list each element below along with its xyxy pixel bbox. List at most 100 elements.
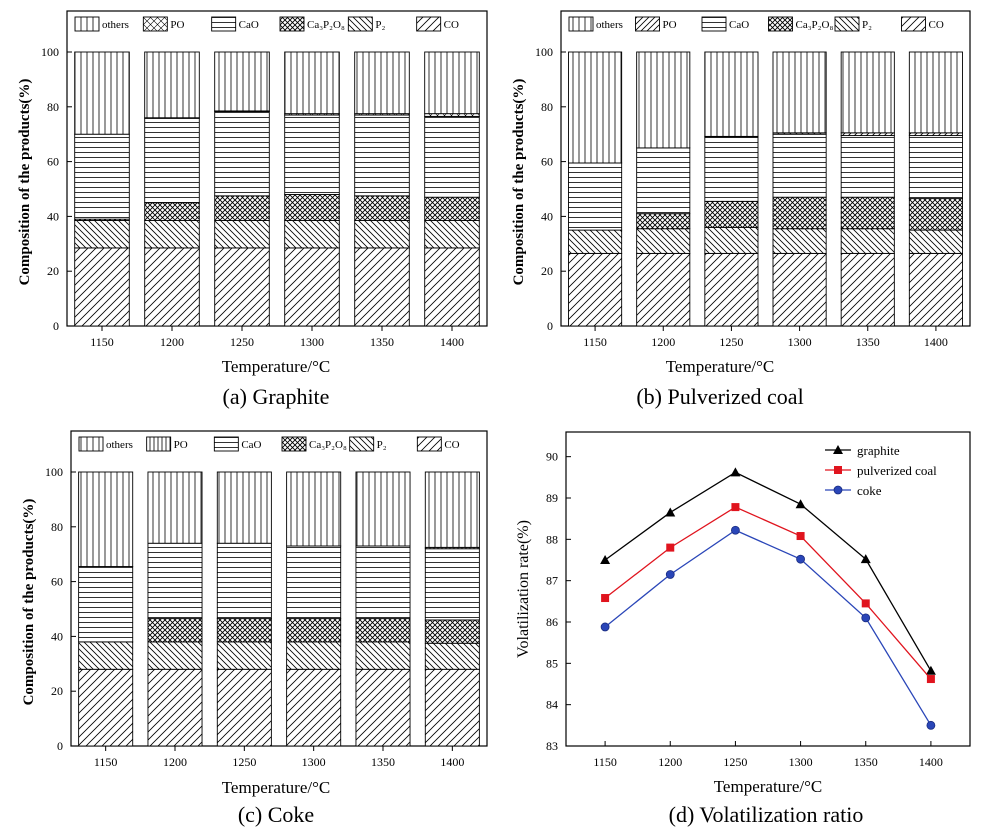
data-point: [796, 554, 805, 564]
legend-swatch: [349, 436, 375, 452]
chart-panel-1: 0 20 40 60 80 100 1150 1200 1250 1300 1350 1400 othe…: [17, 10, 488, 409]
legend-label: CO: [929, 19, 944, 31]
bar-segment: [704, 252, 759, 327]
bar-segment: [424, 51, 480, 115]
bar-segment: [424, 668, 480, 747]
legend-label: PO: [663, 19, 677, 31]
y-tick-label: 80: [541, 100, 553, 114]
data-point: [600, 622, 610, 632]
bar-segment: [354, 51, 410, 115]
y-tick-label: 60: [51, 575, 63, 589]
bar-segment: [908, 51, 963, 134]
y-axis-label: Composition of the products(%): [511, 79, 527, 286]
bar-segment: [144, 220, 200, 249]
legend-swatch: [347, 16, 373, 32]
bar-segment: [144, 202, 200, 221]
bar-segment: [568, 162, 623, 231]
legend-swatch: [213, 436, 239, 452]
bar-segment: [772, 196, 827, 230]
legend-label: PO: [174, 439, 188, 451]
bar-segment: [144, 117, 200, 204]
x-tick-label: 1400: [919, 755, 943, 769]
legend-swatch: [74, 16, 100, 32]
bar-segment: [424, 642, 480, 670]
legend-label: graphite: [857, 443, 900, 458]
y-tick-label: 0: [57, 739, 63, 753]
bar-segment: [286, 618, 342, 643]
panel-caption: (c) Coke: [238, 802, 314, 827]
bar-segment: [214, 247, 270, 327]
panel-caption: (b) Pulverized coal: [636, 384, 803, 409]
legend-swatch: [146, 436, 172, 452]
x-tick-label: 1400: [440, 755, 464, 769]
data-point: [600, 555, 611, 564]
bar-segment: [424, 196, 480, 221]
legend-swatch: [901, 16, 926, 32]
series-line-1: [604, 471, 932, 672]
legend-swatch: [416, 16, 442, 32]
bar-segment: [424, 548, 480, 621]
bar-segment: [636, 252, 691, 327]
bar-segment: [147, 471, 203, 544]
legend-label: P₂: [375, 19, 385, 31]
legend-label: others: [106, 439, 133, 451]
x-tick-label: 1350: [370, 335, 394, 349]
data-point: [926, 720, 936, 730]
bar-segment: [214, 220, 270, 249]
bar-segment: [355, 641, 411, 670]
bar-segment: [78, 668, 134, 747]
x-tick-label: 1250: [232, 755, 256, 769]
y-tick-label: 20: [541, 264, 553, 278]
series-line-2: [604, 506, 932, 680]
bar-segment: [216, 641, 272, 670]
bar-segment: [214, 195, 270, 221]
bar-segment: [355, 668, 411, 747]
legend-label: CO: [444, 19, 459, 31]
y-tick-label: 60: [47, 155, 59, 169]
bar-segment: [216, 618, 272, 643]
bar-segment: [424, 619, 480, 644]
bar-segment: [286, 545, 342, 620]
bar-segment: [636, 147, 691, 215]
legend-label: CO: [444, 439, 459, 451]
bar-segment: [284, 194, 340, 221]
bar-segment: [772, 51, 827, 134]
y-tick-label: 83: [546, 739, 558, 753]
data-point: [861, 599, 870, 608]
legend-swatch: [78, 436, 104, 452]
bar-segment: [147, 542, 203, 620]
bar-segment: [908, 135, 963, 200]
bar-segment: [354, 195, 410, 221]
x-tick-label: 1400: [924, 335, 948, 349]
x-tick-label: 1300: [302, 755, 326, 769]
bar-segment: [908, 252, 963, 327]
x-axis-label: Temperature/°C: [222, 357, 331, 376]
bar-segment: [286, 641, 342, 670]
legend-label: CaO: [729, 19, 749, 31]
legend-label: others: [102, 19, 129, 31]
legend-label: pulverized coal: [857, 463, 937, 478]
data-point: [925, 665, 936, 675]
bar-segment: [284, 247, 340, 327]
bar-segment: [78, 566, 134, 643]
bar-segment: [216, 668, 272, 747]
bar-segment: [704, 51, 759, 137]
y-tick-label: 100: [41, 45, 59, 59]
y-tick-label: 90: [546, 450, 558, 464]
legend-label: coke: [857, 483, 882, 498]
x-tick-label: 1350: [371, 755, 395, 769]
bar-segment: [78, 471, 134, 567]
panel-caption: (a) Graphite: [223, 384, 330, 409]
plot-frame: [560, 10, 971, 327]
bar-segment: [74, 220, 130, 249]
bar-segment: [214, 111, 270, 197]
bar-segment: [354, 220, 410, 249]
bar-segment: [284, 51, 340, 115]
chart-panel-4: 83 84 85 86 87 88 89 90 1150 1200 1250 1300 1350 1400…: [515, 431, 971, 827]
legend-label: P₂: [862, 19, 872, 31]
legend-label: PO: [170, 19, 184, 31]
bar-segment: [355, 545, 411, 620]
bar-segment: [424, 471, 480, 548]
data-point: [860, 554, 871, 564]
legend-marker: [833, 445, 843, 454]
